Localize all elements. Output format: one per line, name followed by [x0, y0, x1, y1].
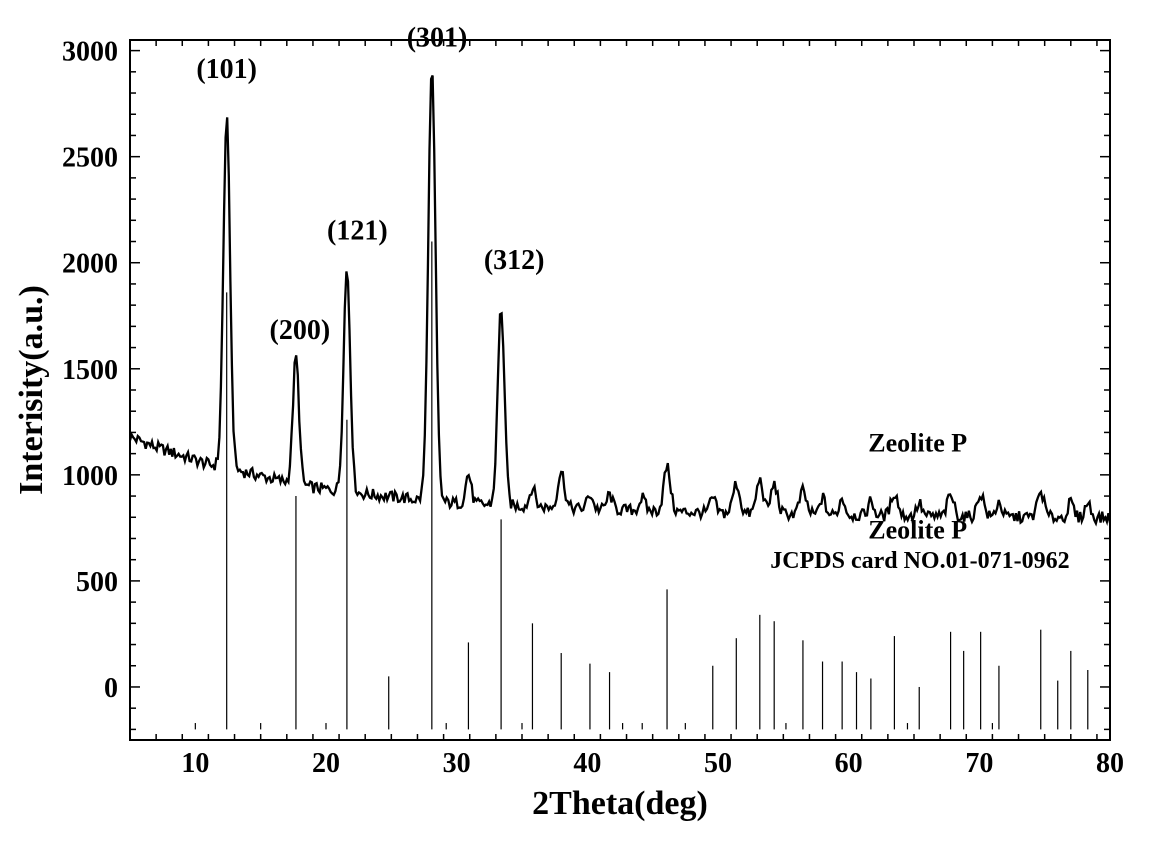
peak-label: (312) — [484, 245, 545, 276]
xrd-chart: 10 20 30 40 50 60 70 80 2Theta(deg) 0 500 1000 1500 2… — [0, 0, 1160, 847]
x-tick-label: 50 — [704, 748, 732, 779]
y-tick-label: 0 — [104, 673, 118, 704]
annotation-label: JCPDS card NO.01-071-0962 — [770, 548, 1069, 574]
peak-label: (301) — [407, 22, 468, 53]
y-tick-label: 2500 — [62, 143, 118, 174]
x-axis-label: 2Theta(deg) — [532, 785, 708, 822]
x-tick-label: 80 — [1096, 748, 1124, 779]
x-tick-label: 40 — [573, 748, 601, 779]
peak-label: (200) — [270, 315, 331, 346]
annotation-label: Zeolite P — [868, 515, 967, 544]
y-tick-label: 500 — [76, 567, 118, 598]
y-axis-label: Interisity(a.u.) — [13, 285, 50, 495]
x-tick-label: 70 — [965, 748, 993, 779]
annotation-label: Zeolite P — [868, 429, 967, 458]
y-tick-label: 1000 — [62, 461, 118, 492]
y-tick-label: 1500 — [62, 355, 118, 386]
x-tick-label: 30 — [443, 748, 471, 779]
peak-label: (101) — [196, 54, 257, 85]
x-tick-label: 20 — [312, 748, 340, 779]
y-tick-label: 3000 — [62, 37, 118, 68]
peak-label: (121) — [327, 215, 388, 246]
chart-svg: 10 20 30 40 50 60 70 80 2Theta(deg) 0 500 1000 1500 2… — [0, 0, 1160, 847]
x-tick-label: 10 — [181, 748, 209, 779]
y-tick-label: 2000 — [62, 249, 118, 280]
x-tick-label: 60 — [835, 748, 863, 779]
